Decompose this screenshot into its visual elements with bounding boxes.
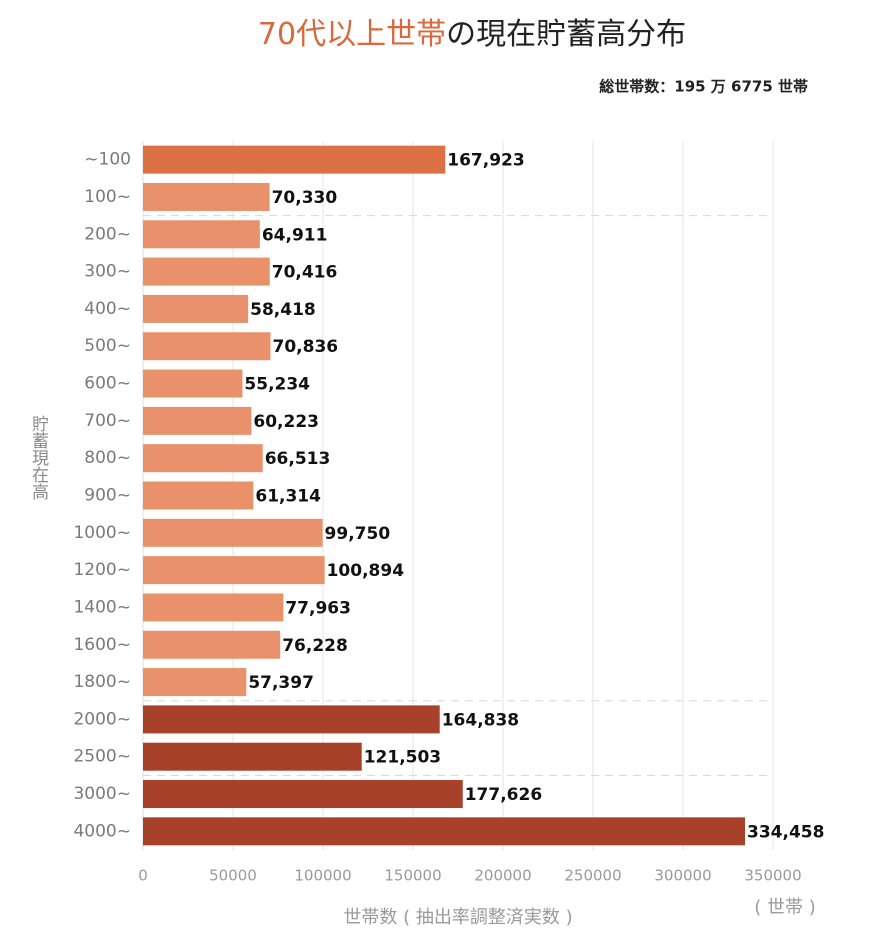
bar (143, 182, 270, 211)
x-tick-label: 50000 (209, 867, 257, 885)
bar (143, 481, 254, 510)
chart-title: 70代以上世帯の現在貯蓄高分布 (258, 17, 686, 52)
y-tick-label: 500~ (84, 336, 131, 356)
bar (143, 332, 271, 361)
bar (143, 630, 281, 659)
y-tick-label: 100~ (84, 187, 131, 207)
y-tick-label: 4000~ (73, 821, 131, 841)
bar (143, 406, 252, 435)
value-label: 121,503 (364, 748, 441, 768)
value-label: 70,330 (272, 188, 338, 208)
y-axis-label: 貯蓄現在高 (28, 415, 49, 501)
y-tick-label: 300~ (84, 262, 131, 282)
y-tick-label: 200~ (84, 224, 131, 244)
y-tick-label: ~100 (84, 150, 131, 170)
y-tick-label: 1400~ (73, 597, 131, 617)
value-label: 177,626 (465, 785, 542, 805)
value-label: 76,228 (282, 636, 348, 656)
y-tick-label: 2500~ (73, 747, 131, 767)
value-label: 164,838 (442, 710, 519, 730)
x-tick-label: 100000 (294, 867, 351, 885)
value-label: 64,911 (262, 225, 328, 245)
bar (143, 294, 249, 323)
value-label: 70,416 (272, 263, 338, 283)
bar (143, 145, 446, 174)
subtitle: 総世帯数：195 万 6775 世帯 (599, 78, 808, 96)
bar (143, 518, 323, 547)
x-tick-label: 250000 (564, 867, 621, 885)
title-highlight: 70代以上世帯 (258, 17, 446, 52)
y-tick-label: 1000~ (73, 523, 131, 543)
value-label: 58,418 (250, 300, 316, 320)
y-tick-label: 2000~ (73, 709, 131, 729)
y-tick-label: 1800~ (73, 672, 131, 692)
x-tick-label: 150000 (384, 867, 441, 885)
bar (143, 257, 270, 286)
bar (143, 780, 463, 809)
title-rest: の現在貯蓄高分布 (446, 17, 686, 52)
value-label: 70,836 (273, 337, 339, 357)
value-label: 66,513 (265, 449, 331, 469)
value-label: 77,963 (285, 598, 351, 618)
bar (143, 220, 260, 249)
y-tick-label: 1200~ (73, 560, 131, 580)
bar (143, 444, 263, 473)
value-label: 60,223 (253, 412, 319, 432)
x-tick-label: 200000 (474, 867, 531, 885)
x-unit-label: ( 世帯 ) (754, 897, 816, 918)
x-tick-label: 300000 (654, 867, 711, 885)
bar (143, 369, 243, 398)
y-tick-label: 800~ (84, 448, 131, 468)
y-tick-label: 700~ (84, 411, 131, 431)
y-tick-label: 900~ (84, 486, 131, 506)
y-tick-label: 400~ (84, 299, 131, 319)
value-label: 99,750 (325, 524, 391, 544)
value-label: 57,397 (248, 673, 314, 693)
bar (143, 742, 362, 771)
bar (143, 817, 746, 846)
bar (143, 668, 247, 697)
x-axis-label: 世帯数 ( 抽出率調整済実数 ) (343, 907, 572, 928)
value-label: 334,458 (747, 822, 824, 842)
value-label: 167,923 (447, 151, 524, 171)
x-tick-label: 350000 (744, 867, 801, 885)
bar (143, 593, 284, 622)
y-tick-label: 1600~ (73, 635, 131, 655)
y-tick-label: 3000~ (73, 784, 131, 804)
bar (143, 705, 440, 734)
value-label: 55,234 (244, 375, 310, 395)
value-label: 61,314 (255, 487, 321, 507)
value-label: 100,894 (327, 561, 405, 581)
y-tick-label: 600~ (84, 374, 131, 394)
bar (143, 556, 325, 585)
x-tick-label: 0 (138, 867, 148, 885)
